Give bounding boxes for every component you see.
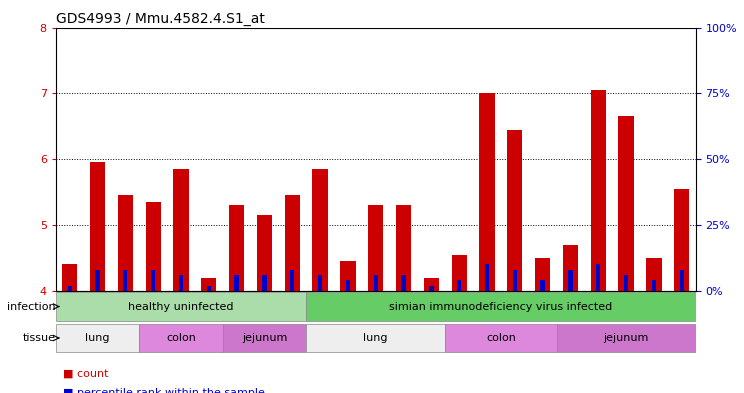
Text: lung: lung: [364, 333, 388, 343]
Bar: [535, 258, 551, 291]
Bar: [591, 90, 606, 291]
Bar: [568, 270, 573, 291]
Bar: [90, 162, 105, 291]
Bar: [139, 324, 222, 352]
Bar: [596, 264, 600, 291]
Bar: [479, 93, 495, 291]
Bar: [618, 116, 634, 291]
Bar: [312, 169, 327, 291]
Bar: [452, 255, 466, 291]
Bar: [179, 275, 183, 291]
Bar: [307, 324, 445, 352]
Bar: [373, 275, 378, 291]
Bar: [151, 270, 155, 291]
Text: healthy uninfected: healthy uninfected: [128, 301, 234, 312]
Bar: [513, 270, 517, 291]
Bar: [562, 245, 578, 291]
Bar: [124, 270, 127, 291]
Bar: [674, 189, 690, 291]
Text: GDS4993 / Mmu.4582.4.S1_at: GDS4993 / Mmu.4582.4.S1_at: [56, 13, 265, 26]
Bar: [285, 195, 300, 291]
Text: jejunum: jejunum: [603, 333, 649, 343]
Text: colon: colon: [166, 333, 196, 343]
Bar: [68, 286, 72, 291]
Bar: [95, 270, 100, 291]
Bar: [56, 324, 139, 352]
Bar: [201, 277, 217, 291]
Bar: [207, 286, 211, 291]
Bar: [318, 275, 322, 291]
Bar: [307, 292, 696, 321]
Bar: [445, 324, 557, 352]
Bar: [507, 130, 522, 291]
Bar: [222, 324, 307, 352]
Bar: [457, 280, 461, 291]
Bar: [557, 324, 696, 352]
Text: ■ count: ■ count: [56, 368, 109, 378]
Bar: [263, 275, 266, 291]
Bar: [485, 264, 489, 291]
Bar: [624, 275, 628, 291]
Bar: [402, 275, 405, 291]
Bar: [257, 215, 272, 291]
Bar: [652, 280, 656, 291]
Bar: [424, 277, 439, 291]
Text: simian immunodeficiency virus infected: simian immunodeficiency virus infected: [389, 301, 612, 312]
Text: lung: lung: [86, 333, 110, 343]
Bar: [229, 205, 244, 291]
Bar: [396, 205, 411, 291]
Bar: [62, 264, 77, 291]
Bar: [679, 270, 684, 291]
Bar: [346, 280, 350, 291]
Bar: [647, 258, 661, 291]
Text: jejunum: jejunum: [242, 333, 287, 343]
Bar: [290, 270, 295, 291]
Bar: [118, 195, 133, 291]
Bar: [368, 205, 383, 291]
Bar: [56, 292, 307, 321]
Bar: [540, 280, 545, 291]
Text: infection: infection: [7, 301, 56, 312]
Text: colon: colon: [486, 333, 516, 343]
Text: ■ percentile rank within the sample: ■ percentile rank within the sample: [56, 388, 265, 393]
Bar: [340, 261, 356, 291]
Text: tissue: tissue: [23, 333, 56, 343]
Bar: [234, 275, 239, 291]
Bar: [146, 202, 161, 291]
Bar: [173, 169, 189, 291]
Bar: [429, 286, 434, 291]
